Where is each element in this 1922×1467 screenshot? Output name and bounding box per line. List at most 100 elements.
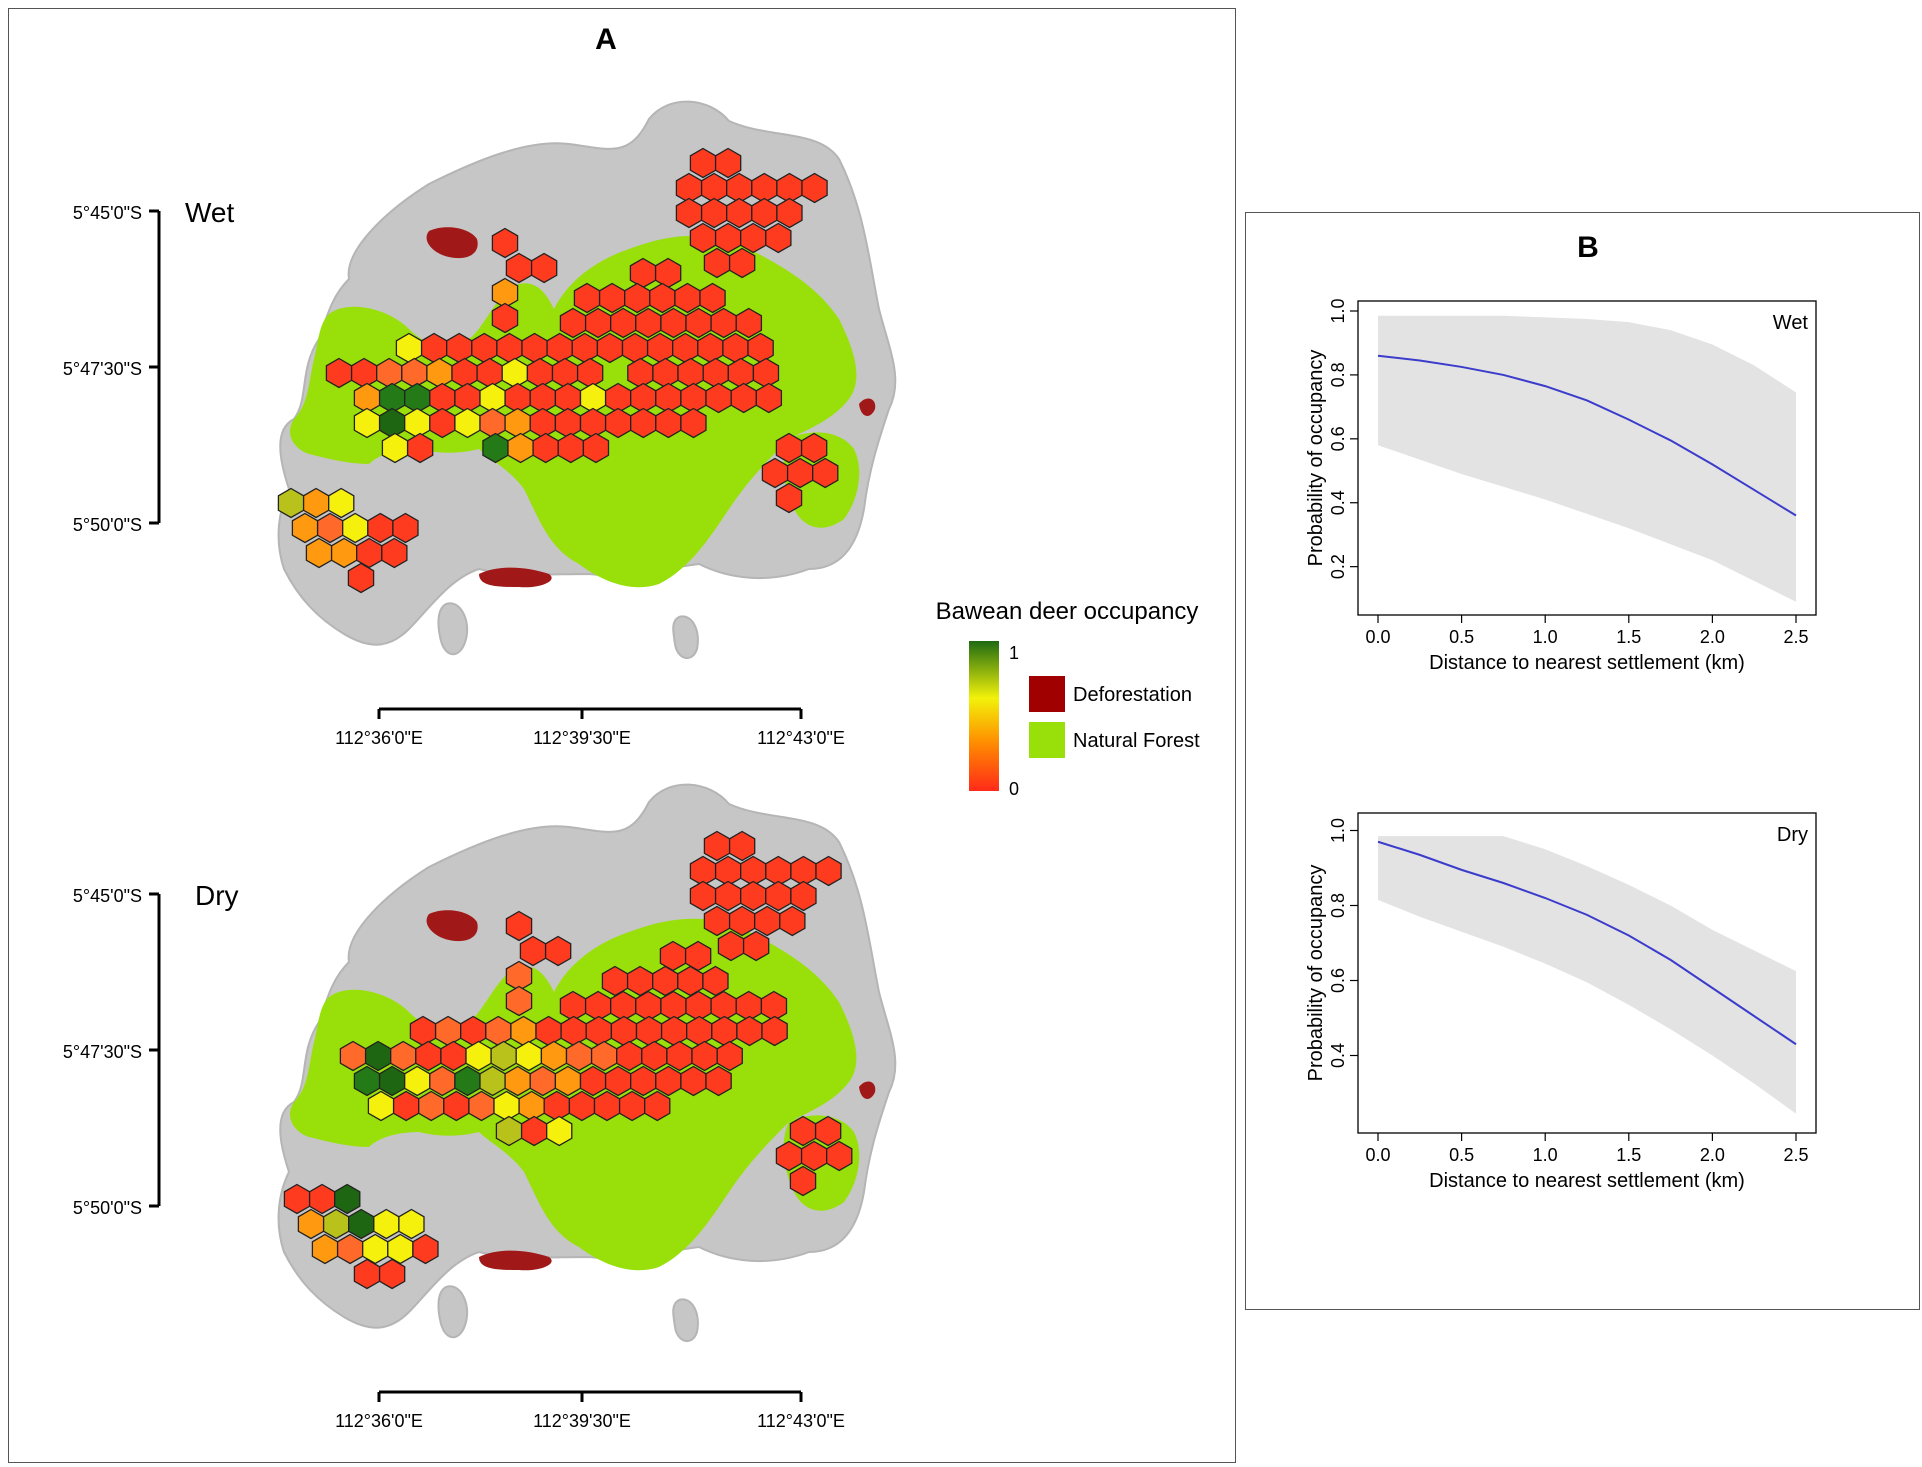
season-label-wet: Wet xyxy=(185,197,234,228)
occupancy-hex-cell xyxy=(800,432,828,464)
occupancy-hex-cell xyxy=(412,1233,439,1265)
occupancy-hex-cell xyxy=(582,432,610,464)
lat-tick-label: 5°50'0"S xyxy=(73,515,142,535)
lat-tick-label: 5°47'30"S xyxy=(63,359,142,379)
legend-item-deforestation: Deforestation xyxy=(1073,684,1192,706)
occupancy-hex-cell xyxy=(735,307,763,339)
x-tick-label: 0.0 xyxy=(1365,1145,1390,1165)
lon-tick-label: 112°43'0"E xyxy=(757,1411,845,1431)
occupancy-hex-cell xyxy=(714,147,742,179)
occupancy-hex-cell xyxy=(755,382,783,414)
occupancy-hex-cell xyxy=(398,1208,425,1240)
season-label-dry: Dry xyxy=(195,880,239,911)
lon-tick-label: 112°39'30"E xyxy=(533,728,631,748)
occupancy-hex-cell xyxy=(505,985,533,1017)
occupancy-hex-cell xyxy=(761,1015,788,1047)
occupancy-hex-cell xyxy=(742,930,770,962)
occupancy-hex-cell xyxy=(328,487,355,519)
map-legend: Bawean deer occupancy 1 0 Deforestation … xyxy=(936,598,1201,799)
plot-frame-dry xyxy=(1357,812,1817,1134)
x-tick-label: 2.0 xyxy=(1700,1145,1725,1165)
x-tick-label: 1.5 xyxy=(1616,1145,1641,1165)
occupancy-curve-dry xyxy=(1377,840,1797,1046)
x-tick-label: 0.5 xyxy=(1449,1145,1474,1165)
x-tick-label: 0.5 xyxy=(1449,627,1474,647)
occupancy-hex-cell xyxy=(347,562,375,594)
x-tick-label: 1.5 xyxy=(1616,627,1641,647)
occupancy-hex-cell xyxy=(790,880,817,912)
occupancy-hex-cell xyxy=(728,830,756,862)
occupancy-hex-cell xyxy=(765,222,792,254)
latitude-axis-dry: 5°45'0"S 5°47'30"S 5°50'0"S xyxy=(63,886,161,1218)
occupancy-hex-cell xyxy=(680,407,707,439)
deforestation-patch xyxy=(426,227,478,259)
natural-forest-swatch xyxy=(1029,722,1065,758)
x-tick-label: 0.0 xyxy=(1365,627,1390,647)
lon-tick-label: 112°43'0"E xyxy=(757,728,845,748)
panel-b-charts: B 0.0 0.5 1.0 1.5 2.0 2.5 0.2 0.4 0.6 0.8 1.0 Dista… xyxy=(1245,212,1920,1310)
latitude-axis-wet: 5°45'0"S 5°47'30"S 5°50'0"S xyxy=(63,203,161,535)
y-axis-label: Probability of occupancy xyxy=(1305,865,1327,1082)
x-tick-label: 1.0 xyxy=(1533,1145,1558,1165)
x-tick-label: 1.0 xyxy=(1533,627,1558,647)
map-wet: Wet 5°45'0"S 5°47'30"S 5°50'0"S xyxy=(63,100,897,748)
y-tick-label: 0.4 xyxy=(1328,1043,1348,1068)
lat-tick-label: 5°45'0"S xyxy=(73,203,142,223)
occupancy-hex-cell xyxy=(406,432,434,464)
occupancy-hex-cell xyxy=(812,457,839,489)
legend-title: Bawean deer occupancy xyxy=(936,598,1199,625)
occupancy-hex-cell xyxy=(505,910,533,942)
confidence-band-dry xyxy=(1378,836,1796,1114)
deforestation-swatch xyxy=(1029,676,1065,712)
occupancy-hex-cell xyxy=(644,1090,671,1122)
panel-a-label: A xyxy=(595,23,617,56)
x-tick-label: 2.5 xyxy=(1783,1145,1808,1165)
occupancy-hex-cell xyxy=(815,855,842,887)
legend-item-natural-forest: Natural Forest xyxy=(1073,730,1200,752)
island-islet xyxy=(437,1285,469,1339)
occupancy-hex-cell xyxy=(775,482,803,514)
occupancy-hex-cell xyxy=(789,1165,817,1197)
plot-frame-wet xyxy=(1357,300,1817,616)
scale-min-label: 0 xyxy=(1009,779,1019,799)
panel-a-maps: A Wet 5°45'0"S 5°47'30"S 5°50'0"S xyxy=(8,8,1236,1463)
island-islet xyxy=(672,1298,699,1342)
occupancy-hex-cell xyxy=(381,537,408,569)
occupancy-hex-cell xyxy=(491,227,519,259)
y-tick-label: 0.4 xyxy=(1328,490,1348,515)
occupancy-hex-cell xyxy=(801,172,828,204)
island-islet xyxy=(672,615,699,659)
y-tick-label: 0.6 xyxy=(1328,968,1348,993)
lon-tick-label: 112°39'30"E xyxy=(533,1411,631,1431)
occupancy-hex-grid-wet xyxy=(277,147,839,594)
x-tick-label: 2.0 xyxy=(1700,627,1725,647)
lat-tick-label: 5°45'0"S xyxy=(73,886,142,906)
panel-a-canvas: A Wet 5°45'0"S 5°47'30"S 5°50'0"S xyxy=(63,23,1201,1431)
panel-b-canvas: B 0.0 0.5 1.0 1.5 2.0 2.5 0.2 0.4 0.6 0.8 1.0 Dista… xyxy=(1305,231,1817,1192)
y-tick-label: 0.2 xyxy=(1328,554,1348,579)
confidence-band-wet xyxy=(1378,315,1796,602)
deforestation-patch xyxy=(426,910,478,942)
occupancy-hex-cell xyxy=(699,282,726,314)
y-tick-label: 0.8 xyxy=(1328,893,1348,918)
occupancy-hex-cell xyxy=(378,1258,406,1290)
occupancy-hex-cell xyxy=(544,935,572,967)
season-label-wet: Wet xyxy=(1773,312,1809,334)
deforestation-patch xyxy=(859,1081,876,1099)
x-tick-label: 2.5 xyxy=(1783,627,1808,647)
occupancy-hex-cell xyxy=(491,302,519,334)
lon-tick-label: 112°36'0"E xyxy=(335,1411,423,1431)
y-tick-label: 1.0 xyxy=(1328,298,1348,323)
y-axis-label: Probability of occupancy xyxy=(1305,350,1327,567)
chart-dry: 0.0 0.5 1.0 1.5 2.0 2.5 0.4 0.6 0.8 1.0 Distance t… xyxy=(1305,812,1817,1192)
longitude-axis-wet: 112°36'0"E 112°39'30"E 112°43'0"E xyxy=(335,707,845,748)
y-tick-label: 1.0 xyxy=(1328,818,1348,843)
occupancy-hex-cell xyxy=(530,252,558,284)
occupancy-hex-cell xyxy=(546,1115,573,1147)
y-tick-label: 0.8 xyxy=(1328,362,1348,387)
map-dry: Dry 5°45'0"S 5°47'30"S 5°50'0"S xyxy=(63,783,897,1431)
deforestation-patch xyxy=(479,567,552,588)
season-label-dry: Dry xyxy=(1777,824,1808,846)
chart-wet: 0.0 0.5 1.0 1.5 2.0 2.5 0.2 0.4 0.6 0.8 1.0 Distanc… xyxy=(1305,298,1817,674)
occupancy-hex-grid-dry xyxy=(283,830,853,1290)
